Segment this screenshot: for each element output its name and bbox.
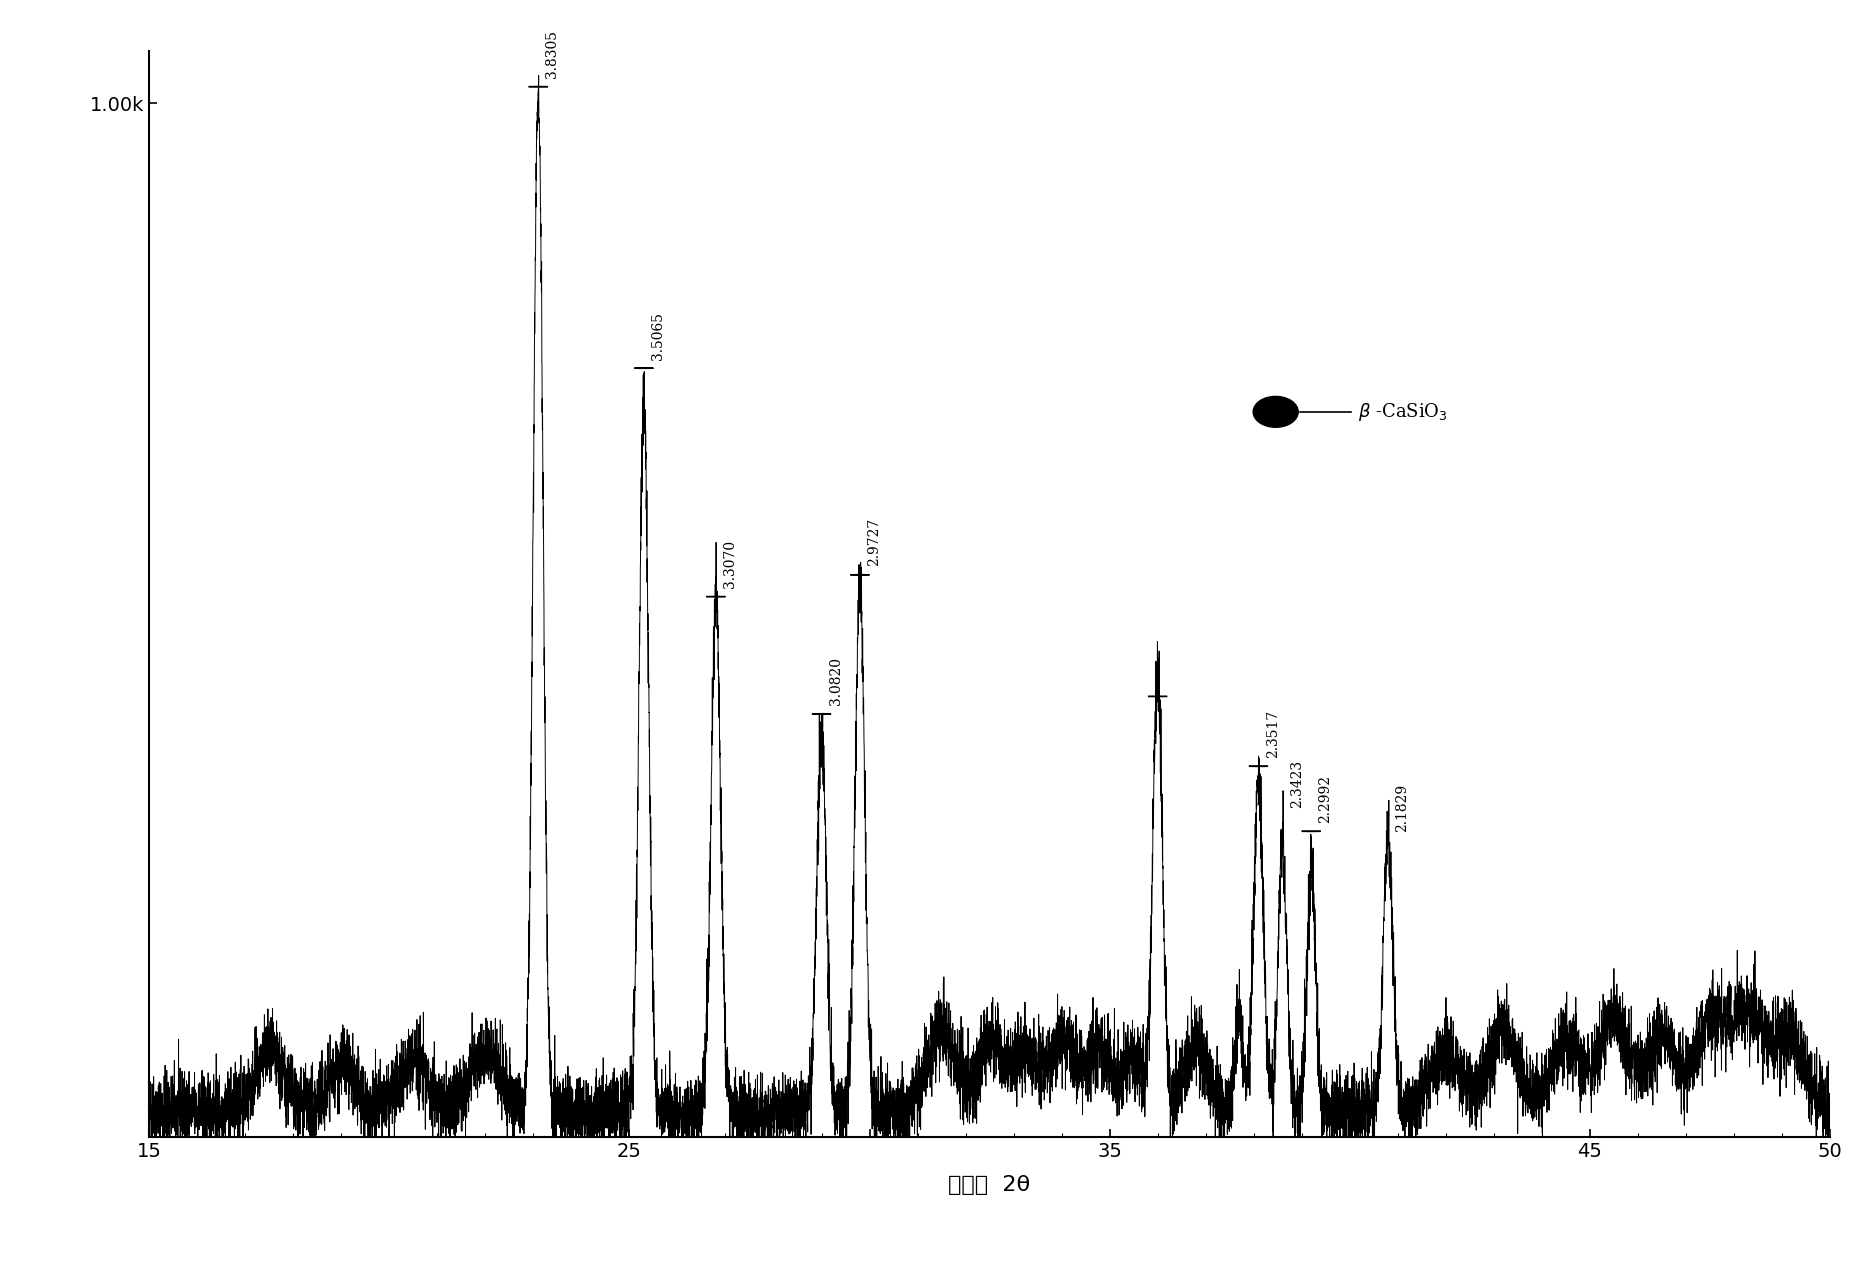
X-axis label: 衍射角  2θ: 衍射角 2θ — [949, 1175, 1030, 1194]
Text: 3.0820: 3.0820 — [829, 658, 842, 705]
Text: 2.9727: 2.9727 — [867, 519, 882, 566]
Text: 2.3517: 2.3517 — [1266, 709, 1279, 758]
Text: $\beta$ -CaSiO$_3$: $\beta$ -CaSiO$_3$ — [1358, 400, 1448, 423]
Text: 2.3423: 2.3423 — [1289, 759, 1304, 808]
Text: 3.3070: 3.3070 — [722, 541, 737, 588]
Text: 3.5065: 3.5065 — [651, 311, 666, 360]
Text: 2.1829: 2.1829 — [1396, 784, 1409, 831]
Text: 2.2992: 2.2992 — [1319, 775, 1332, 822]
Text: 3.8305: 3.8305 — [546, 30, 559, 79]
